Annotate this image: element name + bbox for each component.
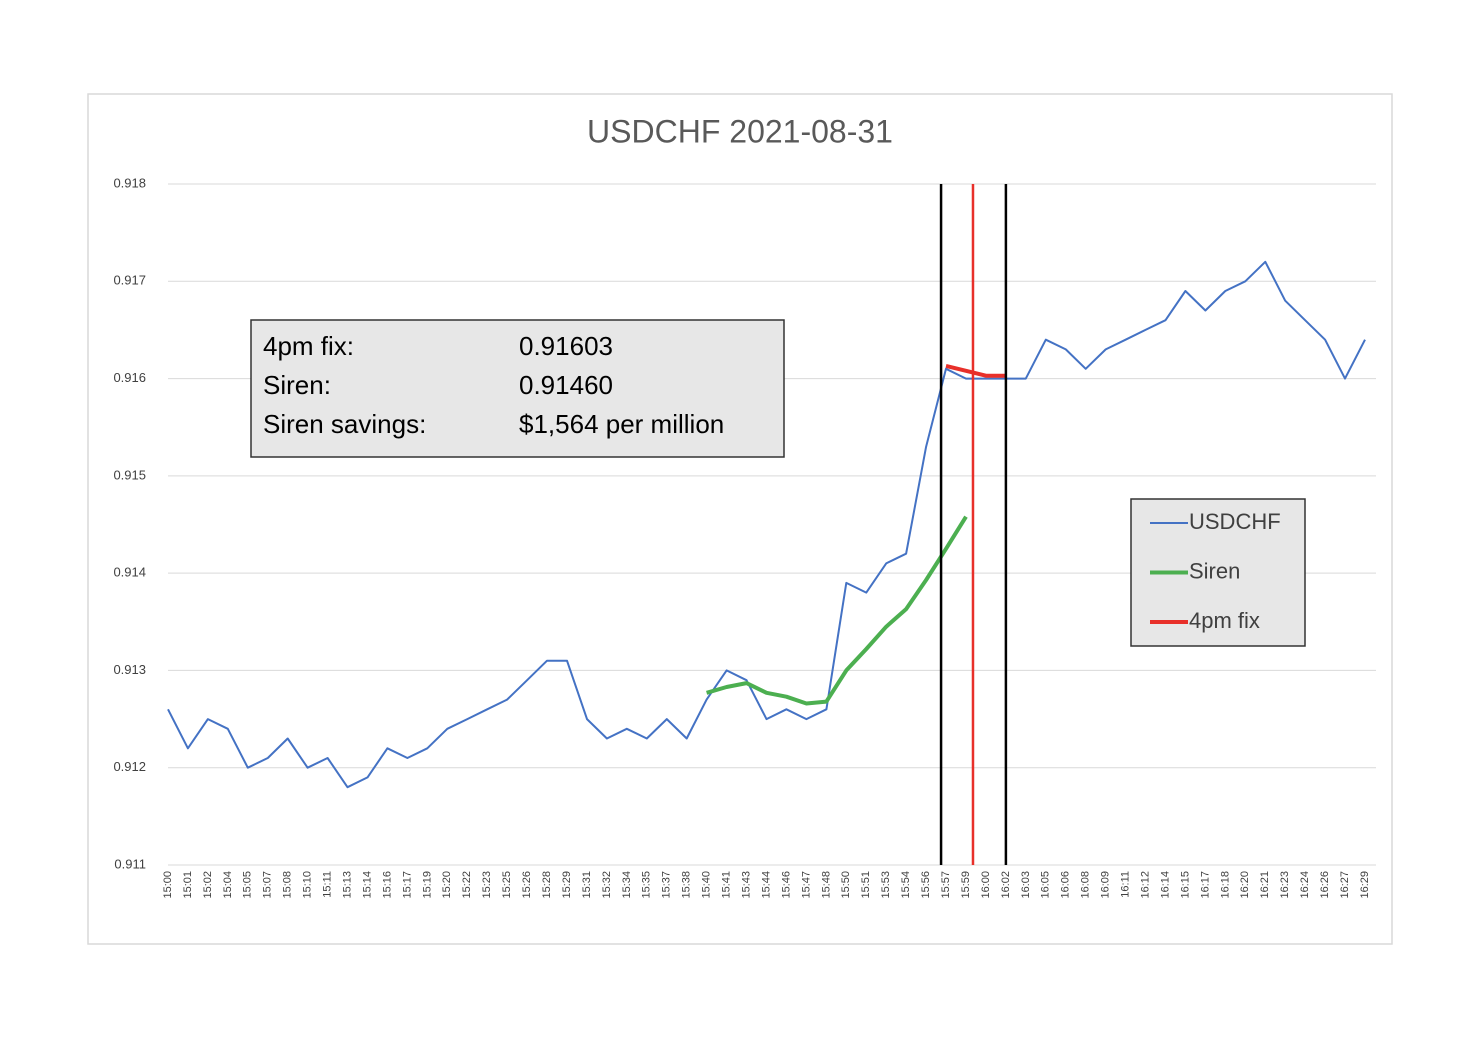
series-line (706, 515, 968, 706)
annotation-value: 0.91460 (519, 370, 613, 400)
x-tick-label: 15:16 (381, 871, 393, 899)
x-tick-label: 15:05 (242, 871, 254, 899)
x-tick-label: 16:23 (1279, 871, 1291, 899)
x-tick-label: 15:13 (341, 871, 353, 899)
x-tick-label: 15:53 (880, 871, 892, 899)
annotation-value: $1,564 per million (519, 409, 724, 439)
y-tick-label: 0.914 (113, 565, 146, 580)
x-tick-label: 16:26 (1319, 871, 1331, 899)
y-tick-label: 0.912 (113, 759, 146, 774)
chart-title: USDCHF 2021-08-31 (587, 113, 893, 149)
x-tick-label: 15:48 (820, 871, 832, 899)
x-tick-label: 15:38 (681, 871, 693, 899)
x-tick-label: 15:11 (322, 871, 334, 898)
x-tick-label: 16:12 (1139, 871, 1151, 899)
x-tick-label: 15:54 (900, 871, 912, 899)
annotation-label: 4pm fix: (263, 331, 354, 361)
y-tick-label: 0.913 (113, 662, 146, 677)
x-tick-label: 16:03 (1020, 871, 1032, 899)
x-tick-label: 15:32 (601, 871, 613, 899)
series-line (945, 363, 1006, 378)
x-tick-label: 15:23 (481, 871, 493, 899)
x-tick-label: 15:31 (581, 871, 593, 899)
x-tick-label: 15:07 (262, 871, 274, 899)
x-tick-label: 16:08 (1080, 871, 1092, 899)
x-tick-label: 15:08 (282, 871, 294, 899)
x-tick-label: 15:35 (641, 871, 653, 899)
legend-label: 4pm fix (1189, 608, 1260, 633)
x-tick-label: 15:41 (721, 871, 733, 899)
x-tick-label: 15:26 (521, 871, 533, 899)
y-tick-label: 0.915 (113, 467, 146, 482)
x-tick-label: 16:20 (1239, 871, 1251, 899)
x-tick-label: 15:50 (840, 871, 852, 899)
x-tick-label: 15:47 (800, 871, 812, 899)
x-tick-label: 16:00 (980, 871, 992, 899)
y-tick-label: 0.916 (113, 370, 146, 385)
annotation-box (250, 319, 785, 458)
x-tick-label: 16:14 (1159, 871, 1171, 899)
x-tick-label: 16:21 (1259, 871, 1271, 899)
x-tick-label: 15:22 (461, 871, 473, 899)
y-tick-label: 0.918 (113, 175, 146, 190)
annotation-value: 0.91603 (519, 331, 613, 361)
x-tick-label: 15:17 (401, 871, 413, 899)
x-tick-label: 16:15 (1179, 871, 1191, 899)
x-tick-label: 16:18 (1219, 871, 1231, 899)
annotation-label: Siren: (263, 370, 331, 400)
x-tick-label: 15:14 (361, 871, 373, 899)
x-tick-label: 16:27 (1339, 871, 1351, 899)
legend-label: Siren (1189, 558, 1240, 583)
x-tick-label: 15:40 (701, 871, 713, 899)
x-tick-label: 15:59 (960, 871, 972, 899)
x-tick-label: 15:34 (621, 871, 633, 899)
x-tick-label: 15:01 (182, 871, 194, 899)
x-tick-label: 16:05 (1040, 871, 1052, 899)
x-tick-label: 15:02 (202, 871, 214, 899)
x-tick-label: 15:37 (661, 871, 673, 899)
x-tick-label: 15:29 (561, 871, 573, 899)
x-tick-label: 15:51 (860, 871, 872, 899)
annotation-label: Siren savings: (263, 409, 426, 439)
x-tick-label: 15:43 (740, 871, 752, 899)
x-tick-label: 15:44 (760, 871, 772, 899)
y-tick-label: 0.911 (114, 856, 146, 871)
x-tick-label: 15:25 (501, 871, 513, 899)
x-tick-label: 16:09 (1100, 871, 1112, 899)
x-tick-label: 16:02 (1000, 871, 1012, 899)
x-tick-label: 16:06 (1060, 871, 1072, 899)
x-tick-label: 15:20 (441, 871, 453, 899)
x-tick-label: 15:04 (222, 871, 234, 899)
x-tick-label: 15:00 (162, 871, 174, 899)
x-tick-label: 16:29 (1359, 871, 1371, 899)
x-tick-label: 15:46 (780, 871, 792, 899)
x-tick-label: 16:11 (1120, 871, 1132, 898)
x-tick-label: 16:24 (1299, 871, 1311, 899)
x-tick-label: 15:28 (541, 871, 553, 899)
series-line (167, 260, 1366, 789)
y-tick-label: 0.917 (113, 273, 146, 288)
x-tick-label: 15:10 (302, 871, 314, 899)
x-tick-label: 16:17 (1199, 871, 1211, 899)
x-tick-label: 15:19 (421, 871, 433, 899)
x-tick-label: 15:57 (940, 871, 952, 899)
legend-label: USDCHF (1189, 509, 1281, 534)
x-tick-label: 15:56 (920, 871, 932, 899)
